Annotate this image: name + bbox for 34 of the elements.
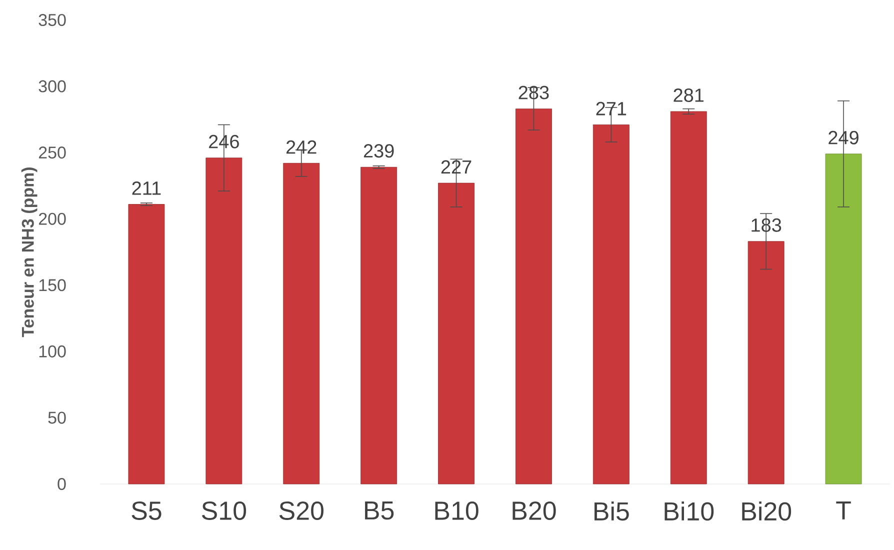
x-tick-label: Bi10	[664, 502, 714, 521]
y-tick-label: 250	[38, 146, 66, 159]
bar	[748, 241, 784, 484]
x-tick-label: S10	[202, 502, 246, 520]
data-label: 281	[674, 88, 704, 102]
bar	[206, 158, 242, 484]
y-tick-label: 300	[38, 80, 66, 92]
y-tick-label: 0	[58, 478, 66, 490]
data-label: 271	[596, 102, 626, 116]
data-label: 239	[364, 144, 394, 158]
bar	[670, 111, 707, 484]
bar	[592, 124, 630, 484]
x-tick-label: S5	[132, 502, 162, 520]
y-tick-label: 200	[38, 212, 66, 225]
x-tick-label: T	[836, 502, 851, 520]
y-tick-label: 50	[48, 412, 66, 424]
bar	[516, 108, 552, 484]
x-tick-label: Bi5	[594, 502, 629, 521]
data-label: 211	[132, 181, 161, 195]
bar	[438, 182, 474, 484]
y-axis-title: Teneur en NH3 (ppm)	[21, 168, 38, 338]
y-tick-label: 150	[39, 279, 66, 292]
x-tick-label: S20	[279, 502, 324, 520]
x-tick-label: B10	[435, 502, 478, 520]
x-tick-label: B5	[365, 502, 394, 520]
bar	[128, 204, 165, 484]
y-tick-label: 100	[39, 345, 66, 358]
bar	[360, 166, 398, 484]
bar	[283, 162, 320, 484]
data-label: 242	[286, 140, 316, 154]
x-tick-label: B20	[512, 502, 556, 520]
y-tick-label: 350	[38, 14, 66, 26]
bar	[825, 154, 862, 484]
x-tick-label: Bi20	[742, 502, 792, 521]
